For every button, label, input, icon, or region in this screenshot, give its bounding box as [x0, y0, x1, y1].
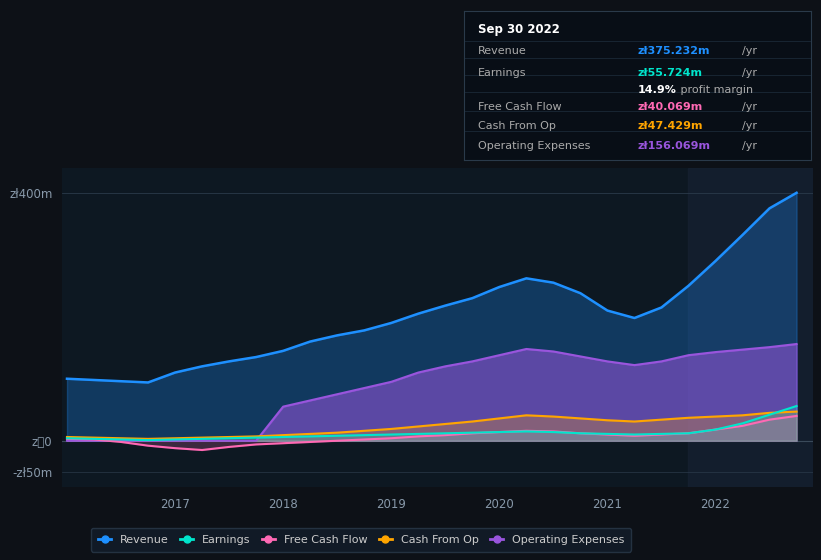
Text: /yr: /yr: [741, 121, 757, 131]
Text: zł375.232m: zł375.232m: [638, 46, 710, 56]
Text: /yr: /yr: [741, 141, 757, 151]
Text: /yr: /yr: [741, 46, 757, 56]
Legend: Revenue, Earnings, Free Cash Flow, Cash From Op, Operating Expenses: Revenue, Earnings, Free Cash Flow, Cash …: [91, 528, 631, 552]
Text: Operating Expenses: Operating Expenses: [478, 141, 590, 151]
Bar: [689, 168, 813, 487]
Text: Free Cash Flow: Free Cash Flow: [478, 102, 562, 112]
Text: Earnings: Earnings: [478, 68, 526, 78]
Text: Sep 30 2022: Sep 30 2022: [478, 22, 560, 35]
Text: zł156.069m: zł156.069m: [638, 141, 710, 151]
Text: Revenue: Revenue: [478, 46, 526, 56]
Text: /yr: /yr: [741, 102, 757, 112]
Text: zł55.724m: zł55.724m: [638, 68, 703, 78]
Text: zł47.429m: zł47.429m: [638, 121, 703, 131]
Text: Cash From Op: Cash From Op: [478, 121, 556, 131]
Text: zł40.069m: zł40.069m: [638, 102, 703, 112]
Text: profit margin: profit margin: [677, 85, 754, 95]
Text: 14.9%: 14.9%: [638, 85, 677, 95]
Text: /yr: /yr: [741, 68, 757, 78]
